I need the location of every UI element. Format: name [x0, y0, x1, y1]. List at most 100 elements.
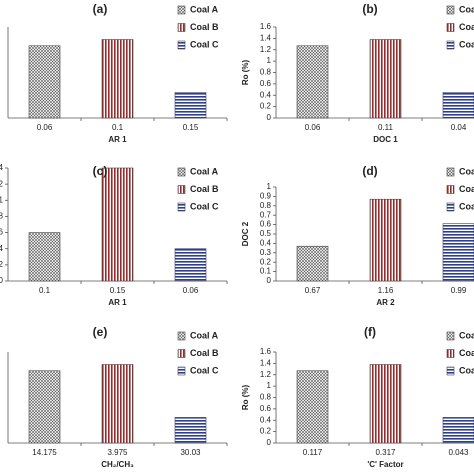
legend-swatch — [446, 331, 455, 341]
bar — [28, 232, 61, 282]
y-tick-label: 0.4 — [260, 415, 272, 424]
legend-label: Coal B — [190, 22, 219, 32]
y-tick-label: 0.1 — [260, 267, 272, 276]
legend-swatch — [177, 202, 186, 212]
y-tick-label: 1.6 — [260, 22, 272, 31]
chart-title: (f) — [364, 325, 376, 339]
bar — [369, 198, 402, 282]
legend-swatch — [446, 185, 455, 194]
y-tick-label: 0.6 — [260, 220, 272, 229]
legend-label: Coal C — [190, 201, 219, 211]
x-tick-label: 0.1 — [112, 123, 124, 132]
bar — [101, 167, 134, 282]
x-tick-label: 0.11 — [378, 123, 394, 132]
y-tick-label: 1 — [267, 182, 272, 191]
legend-swatch — [446, 167, 455, 177]
x-axis-label: CH₂/CH₃ — [101, 460, 134, 469]
bar — [174, 417, 207, 444]
y-tick-label: 0 — [267, 438, 272, 447]
x-tick-label: 0.1 — [39, 286, 51, 295]
y-tick-label: 0.2 — [260, 102, 272, 111]
y-tick-label: 0.9 — [260, 192, 272, 201]
x-axis-label: AR 1 — [108, 135, 127, 144]
y-tick-label: 1.4 — [260, 358, 272, 367]
chart-title: (b) — [362, 2, 377, 16]
x-tick-label: 0.67 — [305, 286, 321, 295]
x-tick-label: 0.04 — [451, 123, 467, 132]
x-tick-label: 14.175 — [32, 448, 57, 457]
chart-title: (a) — [93, 2, 108, 16]
legend-swatch — [446, 5, 455, 15]
legend-swatch — [177, 5, 186, 15]
legend-label: Coal B — [190, 348, 219, 358]
y-tick-label: 1.4 — [260, 33, 272, 42]
y-tick-label: 1.4 — [0, 163, 4, 172]
y-tick-label: 0.6 — [260, 79, 272, 88]
legend-label: Coal B — [459, 22, 474, 32]
legend-label: Coal C — [459, 201, 474, 211]
chart-title: (e) — [93, 325, 108, 339]
legend-swatch — [177, 349, 186, 358]
y-tick-label: 1 — [0, 195, 4, 204]
x-tick-label: 0.06 — [37, 123, 53, 132]
y-tick-label: 0.4 — [260, 90, 272, 99]
x-tick-label: 3.975 — [107, 448, 128, 457]
bar — [442, 92, 474, 119]
legend-label: Coal C — [459, 39, 474, 49]
chart-title: (d) — [362, 164, 377, 178]
legend-swatch — [446, 23, 455, 32]
y-tick-label: 0.8 — [260, 201, 272, 210]
legend-swatch — [177, 40, 186, 50]
y-tick-label: 0.2 — [0, 260, 4, 269]
x-tick-label: 0.06 — [305, 123, 321, 132]
y-tick-label: 0 — [267, 113, 272, 122]
x-tick-label: 0.117 — [303, 448, 323, 457]
bar — [101, 364, 134, 444]
legend-label: Coal A — [190, 330, 219, 340]
bar — [28, 45, 61, 119]
y-tick-label: 0.6 — [260, 404, 272, 413]
y-tick-label: 0.8 — [260, 393, 272, 402]
legend-swatch — [446, 40, 455, 50]
legend-swatch — [177, 366, 186, 376]
chart-title: (c) — [93, 164, 108, 178]
x-tick-label: 0.317 — [375, 448, 396, 457]
x-tick-label: 1.16 — [378, 286, 394, 295]
y-axis-label: Ro (%) — [241, 385, 250, 411]
legend-swatch — [177, 185, 186, 194]
bar — [442, 223, 474, 282]
y-tick-label: 0.2 — [260, 257, 272, 266]
y-axis-label: Ro (%) — [241, 60, 250, 86]
legend-swatch — [446, 349, 455, 358]
y-tick-label: 0.8 — [260, 68, 272, 77]
bar — [296, 245, 329, 282]
y-tick-label: 0.8 — [0, 212, 4, 221]
y-tick-label: 0.3 — [260, 248, 272, 257]
legend-swatch — [446, 366, 455, 376]
legend-label: Coal A — [190, 166, 219, 176]
y-tick-label: 0.5 — [260, 229, 272, 238]
legend-label: Coal C — [190, 365, 219, 375]
bar — [174, 92, 207, 119]
y-tick-label: 0.4 — [0, 244, 4, 253]
legend-label: Coal B — [459, 184, 474, 194]
x-axis-label: AR 2 — [376, 298, 395, 307]
x-axis-label: DOC 1 — [373, 135, 398, 144]
bar — [369, 39, 402, 119]
bar — [296, 45, 329, 119]
bar — [296, 370, 329, 444]
legend-swatch — [177, 167, 186, 177]
legend-label: Coal C — [190, 39, 219, 49]
legend-label: Coal A — [459, 330, 474, 340]
legend-swatch — [177, 331, 186, 341]
y-tick-label: 0.4 — [260, 239, 272, 248]
y-tick-label: 1.2 — [260, 45, 272, 54]
x-tick-label: 0.06 — [183, 286, 199, 295]
x-tick-label: 0.99 — [451, 286, 467, 295]
y-tick-label: 0.2 — [260, 427, 272, 436]
x-tick-label: 30.03 — [180, 448, 201, 457]
y-tick-label: 0 — [0, 276, 4, 285]
bar — [101, 39, 134, 119]
legend-label: Coal A — [190, 4, 219, 14]
